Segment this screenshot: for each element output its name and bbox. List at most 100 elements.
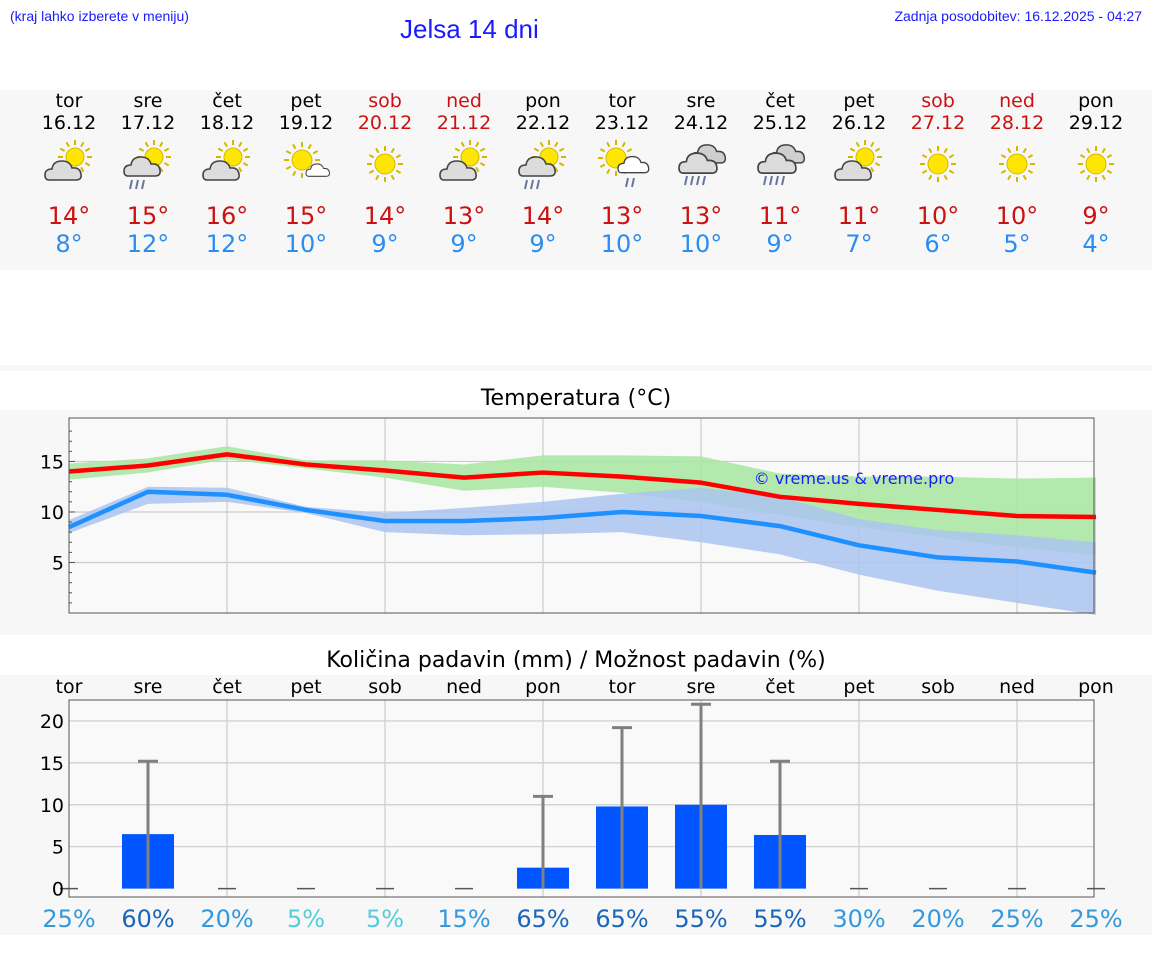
- day-column: ned 21.12 13° 9°: [425, 90, 504, 258]
- max-temp: 14°: [47, 202, 91, 230]
- day-date: 29.12: [1068, 112, 1124, 134]
- temperature-chart: 5 10 15 © vreme.us & vreme.pro: [40, 417, 1097, 616]
- day-name: sre: [133, 90, 163, 112]
- max-temp: 13°: [442, 202, 486, 230]
- max-temp: 15°: [284, 202, 328, 230]
- precip-probability: 25%: [1069, 905, 1122, 933]
- min-temp: 12°: [126, 230, 170, 258]
- precip-day-label: pon: [525, 676, 561, 698]
- day-column: sob 20.12 14° 9°: [346, 90, 425, 258]
- day-name: sob: [921, 90, 955, 112]
- page-title: Jelsa 14 dni: [400, 14, 539, 44]
- day-column: pon 29.12 9° 4°: [1057, 90, 1136, 258]
- max-temp-band: [69, 446, 1096, 556]
- precip-probability: 30%: [832, 905, 885, 933]
- day-column: čet 18.12 16° 12°: [188, 90, 267, 258]
- day-column: sob 27.12 10° 6°: [899, 90, 978, 258]
- day-date: 20.12: [357, 112, 413, 134]
- precip-probability: 5%: [366, 905, 404, 933]
- precipitation-chart: tor sre čet pet sob ned pon tor sre čet pet sob ned p…: [40, 676, 1123, 933]
- menu-hint[interactable]: (kraj lahko izberete v meniju): [10, 8, 189, 24]
- max-temp: 13°: [600, 202, 644, 230]
- plot-frame: [68, 699, 1095, 898]
- min-temp: 10°: [600, 230, 644, 258]
- day-date: 28.12: [989, 112, 1045, 134]
- day-name: sob: [368, 90, 402, 112]
- min-temp: 9°: [371, 230, 399, 258]
- day-column: sre 17.12 15° 12°: [109, 90, 188, 258]
- precip-day-label: sob: [921, 676, 955, 698]
- day-name: pet: [290, 90, 322, 112]
- precip-day-label: sob: [368, 676, 402, 698]
- precip-day-label: čet: [765, 676, 795, 698]
- min-temp: 5°: [1003, 230, 1031, 258]
- day-date: 25.12: [752, 112, 808, 134]
- sun-icon: [1057, 140, 1136, 190]
- precip-probability: 20%: [911, 905, 964, 933]
- day-date: 19.12: [278, 112, 334, 134]
- precip-probability: 20%: [200, 905, 253, 933]
- y-tick-label: 5: [52, 552, 64, 574]
- day-date: 21.12: [436, 112, 492, 134]
- precip-chart-title: Količina padavin (mm) / Možnost padavin …: [326, 648, 826, 673]
- min-temp: 9°: [529, 230, 557, 258]
- precip-probability: 60%: [121, 905, 174, 933]
- day-name: ned: [999, 90, 1035, 112]
- y-tick-label: 10: [40, 795, 64, 817]
- sun-cloud-icon: [30, 140, 109, 190]
- min-temp: 12°: [205, 230, 249, 258]
- precip-day-label: pon: [1078, 676, 1114, 698]
- precip-probability: 55%: [753, 905, 806, 933]
- precip-probability: 65%: [595, 905, 648, 933]
- cloud-rain-icon: [662, 140, 741, 190]
- max-temp: 14°: [363, 202, 407, 230]
- last-updated: Zadnja posodobitev: 16.12.2025 - 04:27: [894, 8, 1142, 24]
- sun-small-cloud-rain-icon: [583, 140, 662, 190]
- day-name: čet: [212, 90, 242, 112]
- max-temp: 11°: [837, 202, 881, 230]
- day-column: sre 24.12 13° 10°: [662, 90, 741, 258]
- max-temp-line: [68, 452, 1097, 520]
- day-date: 18.12: [199, 112, 255, 134]
- plot-area: [69, 700, 1094, 897]
- day-date: 27.12: [910, 112, 966, 134]
- cloud-rain-icon: [741, 140, 820, 190]
- precip-probability: 65%: [516, 905, 569, 933]
- day-date: 24.12: [673, 112, 729, 134]
- day-column: ned 28.12 10° 5°: [978, 90, 1057, 258]
- min-temp: 8°: [55, 230, 83, 258]
- y-tick-label: 20: [40, 711, 64, 733]
- max-temp: 14°: [521, 202, 565, 230]
- day-date: 17.12: [120, 112, 176, 134]
- precip-day-label: tor: [56, 676, 83, 698]
- day-name: sre: [686, 90, 716, 112]
- day-column: pon 22.12 14° 9°: [504, 90, 583, 258]
- day-column: tor 16.12 14° 8°: [30, 90, 109, 258]
- sun-cloud-icon: [820, 140, 899, 190]
- forecast-strip-bg: [0, 90, 1152, 270]
- sun-cloud-icon: [425, 140, 504, 190]
- precip-day-label: tor: [609, 676, 636, 698]
- min-temp: 10°: [284, 230, 328, 258]
- precip-probability: 55%: [674, 905, 727, 933]
- day-date: 16.12: [41, 112, 97, 134]
- min-temp: 6°: [924, 230, 952, 258]
- min-temp-line: [68, 489, 1097, 575]
- min-temp: 9°: [766, 230, 794, 258]
- day-column: pet 26.12 11° 7°: [820, 90, 899, 258]
- precip-probability: 15%: [437, 905, 490, 933]
- day-column: pet 19.12 15° 10°: [267, 90, 346, 258]
- precip-day-label: pet: [290, 676, 321, 698]
- day-name: pon: [525, 90, 561, 112]
- min-temp: 10°: [679, 230, 723, 258]
- day-date: 22.12: [515, 112, 571, 134]
- day-name: čet: [765, 90, 795, 112]
- y-tick-label: 10: [40, 502, 64, 524]
- precip-day-label: sre: [687, 676, 716, 698]
- sun-icon: [899, 140, 978, 190]
- plot-frame: [68, 417, 1095, 614]
- precip-day-label: ned: [446, 676, 482, 698]
- min-temp: 4°: [1082, 230, 1110, 258]
- max-temp: 10°: [995, 202, 1039, 230]
- precip-probability: 5%: [287, 905, 325, 933]
